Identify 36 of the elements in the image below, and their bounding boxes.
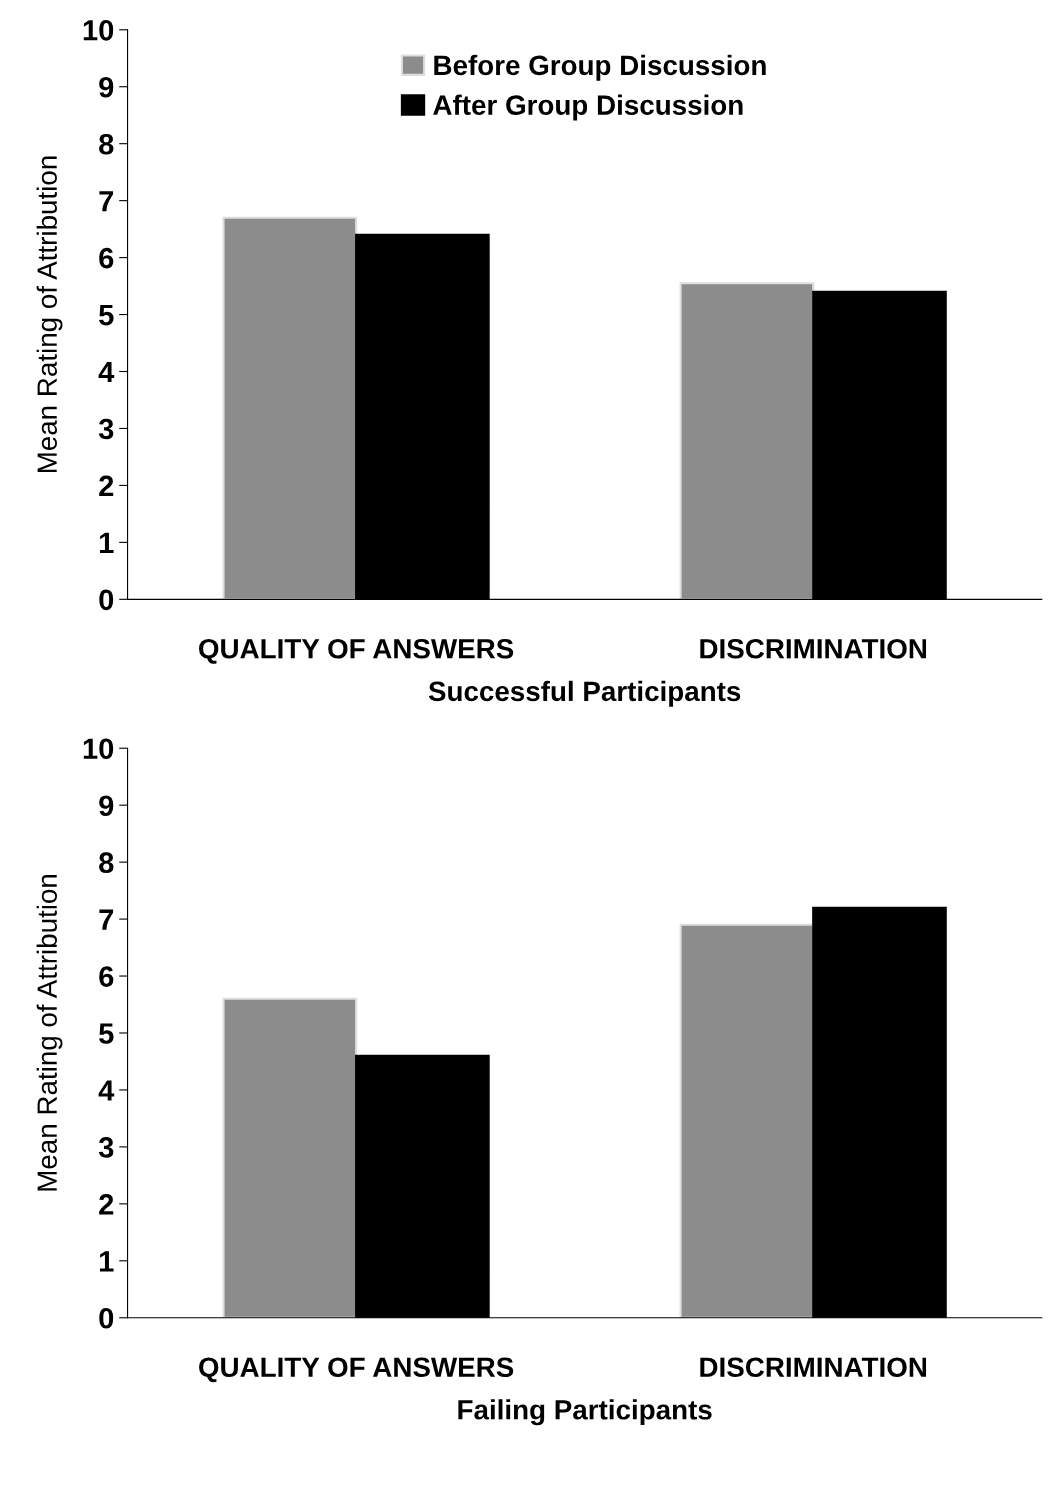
x-tick-label: DISCRIMINATION (700, 1357, 927, 1378)
y-tick-label: 2 (99, 475, 114, 496)
x-axis-title: Failing Participants (458, 1399, 712, 1426)
y-tick-label: 9 (99, 76, 114, 98)
y-axis-title: Mean Rating of Attribution (36, 874, 63, 1191)
y-tick-label: 3 (98, 1137, 114, 1158)
x-tick-label: QUALITY OF ANSWERS (199, 638, 514, 664)
y-tick-label: 4 (98, 1080, 115, 1101)
y-tick-label: 5 (99, 305, 114, 326)
y-tick-label: 8 (99, 852, 114, 873)
y-tick-label: 7 (99, 909, 114, 930)
x-axis-title: Successful Participants (428, 680, 741, 707)
x-tick-label: QUALITY OF ANSWERS (199, 1357, 514, 1383)
y-tick-label: 1 (99, 1251, 114, 1272)
y-tick-label: 5 (99, 1023, 114, 1044)
bar (222, 997, 358, 1318)
bar (679, 923, 815, 1318)
y-tick-label: 7 (99, 191, 114, 212)
x-tick-label: DISCRIMINATION (700, 638, 927, 659)
y-tick-label: 6 (99, 966, 114, 987)
y-tick-label: 10 (83, 738, 114, 760)
legend-label: Before Group Discussion (434, 54, 766, 81)
bar (679, 282, 815, 600)
y-tick-label: 3 (98, 418, 114, 440)
y-tick-label: 9 (99, 795, 114, 817)
y-tick-label: 0 (99, 589, 114, 611)
legend-label: After Group Discussion (433, 94, 743, 121)
y-axis-title: Mean Rating of Attribution (36, 156, 63, 473)
y-tick-label: 10 (83, 19, 114, 41)
y-tick-label: 1 (99, 532, 114, 553)
y-tick-label: 8 (99, 133, 114, 155)
bar (222, 216, 358, 600)
y-tick-label: 4 (98, 362, 115, 383)
y-tick-label: 2 (99, 1194, 114, 1215)
y-tick-label: 0 (99, 1307, 114, 1329)
y-tick-label: 6 (99, 247, 114, 269)
